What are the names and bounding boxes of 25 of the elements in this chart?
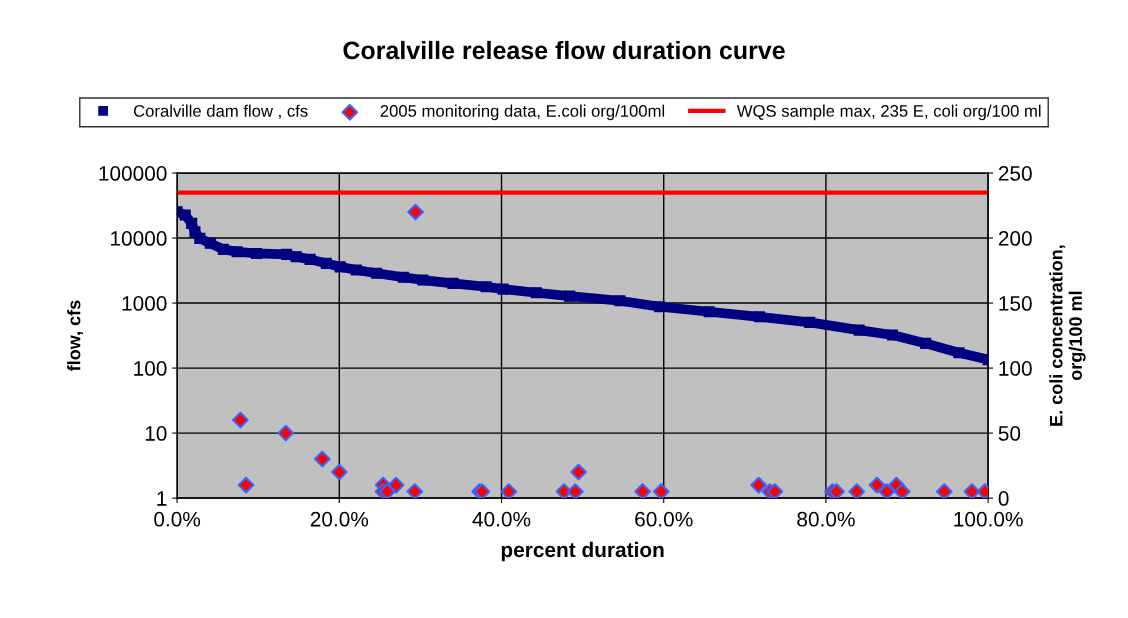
chart-title: Coralville release flow duration curve [343, 40, 785, 60]
x-tick-label: 40.0% [472, 511, 531, 527]
y-tick-label: 100 [134, 361, 167, 376]
y-tick-label: 1 [157, 491, 167, 506]
y2-tick-label: 50 [998, 426, 1021, 441]
y-tick-label: 1000 [122, 296, 167, 311]
legend-label: 2005 monitoring data, E.coli org/100ml [380, 104, 665, 121]
y2-tick-label: 100 [999, 361, 1032, 376]
y-axis-title: flow, cfs [67, 300, 84, 372]
y2-tick-label: 200 [998, 231, 1032, 246]
y2-axis-title: E. coli concentration, org/100 ml [1049, 245, 1086, 426]
y2-tick-label: 150 [999, 296, 1032, 311]
y2-tick-label: 0 [998, 491, 1009, 506]
y2-tick-label: 250 [998, 166, 1032, 181]
y-tick-label: 10 [145, 426, 167, 441]
y-tick-label: 10000 [111, 231, 167, 246]
x-tick-label: 80.0% [797, 511, 855, 527]
legend-label: WQS sample max, 235 E, coli org/100 ml [736, 104, 1041, 121]
y-tick-label: 100000 [99, 166, 167, 181]
legend-label: Coralville dam flow , cfs [133, 104, 308, 119]
x-tick-label: 100.0% [954, 511, 1023, 527]
x-tick-label: 0.0% [154, 511, 201, 527]
x-axis-title: percent duration [501, 541, 664, 562]
x-tick-label: 20.0% [310, 511, 369, 527]
x-tick-label: 60.0% [635, 511, 693, 527]
